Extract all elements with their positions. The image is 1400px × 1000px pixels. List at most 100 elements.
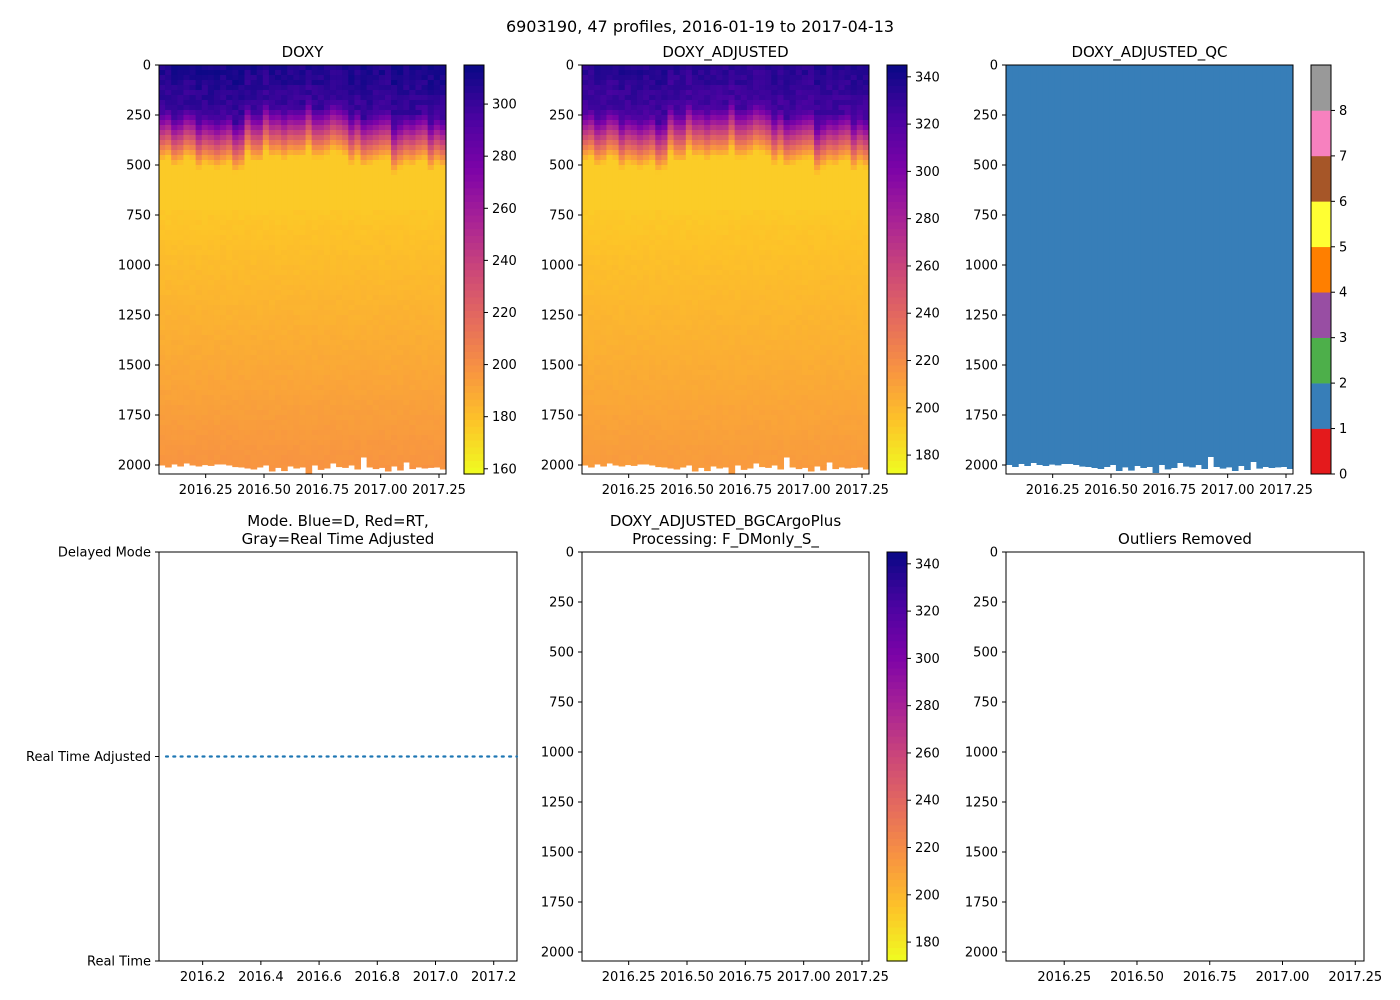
doxy_adj-cell — [618, 360, 626, 366]
doxy-cell — [287, 65, 294, 71]
doxy-cell — [226, 220, 233, 226]
doxy_adj-cell — [630, 165, 638, 171]
doxy_adj-cell — [661, 280, 668, 286]
doxy-cell — [427, 100, 435, 106]
doxy_adj-cell — [636, 440, 644, 446]
doxy_adj-cell — [643, 220, 650, 226]
doxy-cell — [159, 150, 166, 156]
doxy-cell — [165, 275, 172, 281]
doxy-cell — [360, 120, 368, 126]
doxy-cell — [281, 335, 288, 341]
doxy_adj-cell — [618, 380, 626, 386]
doxy_adj-cell — [582, 150, 589, 156]
doxy-cell — [378, 75, 386, 81]
doxy-cell — [177, 380, 184, 386]
doxy_adj-cell — [612, 130, 620, 136]
doxy_adj-cell — [636, 175, 644, 181]
doxy-cell — [250, 235, 258, 241]
doxy-cell — [421, 335, 429, 341]
doxy-cell — [195, 330, 203, 336]
doxy-cell — [427, 385, 435, 391]
doxy-cell — [372, 100, 380, 106]
doxy_adj-cell — [636, 210, 644, 216]
doxy-cell — [336, 345, 343, 351]
doxy-cell — [268, 130, 276, 136]
doxy-cell — [421, 420, 429, 426]
doxy-cell — [287, 420, 294, 426]
doxy-cell — [384, 420, 392, 426]
doxy-cell — [336, 165, 343, 171]
doxy-cell — [244, 325, 252, 331]
doxy-cell — [384, 175, 392, 181]
doxy-cell — [220, 405, 227, 411]
doxy-cell — [342, 360, 349, 366]
doxy_adj-cell — [588, 225, 595, 231]
doxy-cell — [244, 330, 252, 336]
doxy-cell — [415, 255, 423, 261]
doxy-cell — [329, 220, 337, 226]
doxy-cell — [384, 190, 392, 196]
doxy_adj-cell — [649, 290, 656, 296]
doxy_adj-cell — [661, 140, 668, 146]
doxy-cell — [281, 215, 288, 221]
doxy-cell — [281, 280, 288, 286]
doxy-cell — [299, 465, 307, 468]
doxy-cell — [427, 415, 435, 421]
doxy-cell — [207, 410, 215, 416]
doxy-cell — [336, 380, 343, 386]
doxy-cell — [287, 90, 294, 96]
doxy-cell — [372, 80, 380, 86]
doxy-cell — [189, 150, 197, 156]
doxy-cell — [189, 110, 197, 116]
doxy-cell — [238, 295, 245, 301]
doxy-cell — [220, 245, 227, 251]
doxy-cell — [195, 350, 203, 356]
doxy-cell — [287, 185, 294, 191]
doxy-cell — [391, 150, 398, 156]
doxy-cell — [360, 425, 368, 431]
doxy-cell — [299, 350, 307, 356]
doxy_adj-cell — [612, 285, 620, 291]
doxy-cell — [299, 180, 307, 186]
doxy_adj-cell — [588, 345, 595, 351]
doxy-cell — [201, 115, 209, 121]
doxy-cell — [354, 345, 362, 351]
doxy-cell — [348, 140, 355, 146]
doxy-cell — [360, 175, 368, 181]
doxy-cell — [244, 175, 252, 181]
doxy-cell — [250, 375, 258, 381]
doxy-cell — [384, 245, 392, 251]
doxy_adj-cell — [624, 345, 632, 351]
doxy_adj-cell — [618, 420, 626, 426]
doxy-cell — [171, 310, 178, 316]
doxy-cell — [213, 440, 221, 446]
doxy-cell — [342, 335, 349, 341]
doxy-cell — [354, 125, 362, 131]
doxy-cell — [275, 385, 282, 391]
doxy_adj-cell — [636, 140, 644, 146]
doxy-cell — [250, 75, 258, 81]
doxy_adj-cell — [643, 340, 650, 346]
doxy-cell — [366, 355, 374, 361]
doxy-cell — [177, 265, 184, 271]
doxy-cell — [281, 295, 288, 301]
doxy-cell — [195, 145, 203, 151]
doxy-cell — [171, 460, 178, 465]
doxy-cell — [275, 365, 282, 371]
doxy-cell — [195, 305, 203, 311]
doxy-cell — [177, 135, 184, 141]
doxy-cell — [317, 445, 325, 451]
doxy-cell — [305, 400, 313, 406]
doxy-cell — [311, 350, 319, 356]
doxy_adj-cell — [612, 260, 620, 266]
doxy-cell — [213, 200, 221, 206]
doxy_adj-cell — [588, 135, 595, 141]
doxy-cell — [397, 345, 404, 351]
doxy-cell — [317, 190, 325, 196]
doxy_adj-cell — [636, 345, 644, 351]
doxy_adj-cell — [618, 75, 626, 81]
doxy-cell — [293, 430, 300, 436]
doxy-cell — [336, 105, 343, 111]
doxy-cell — [281, 165, 288, 171]
doxy_adj-cell — [582, 340, 589, 346]
